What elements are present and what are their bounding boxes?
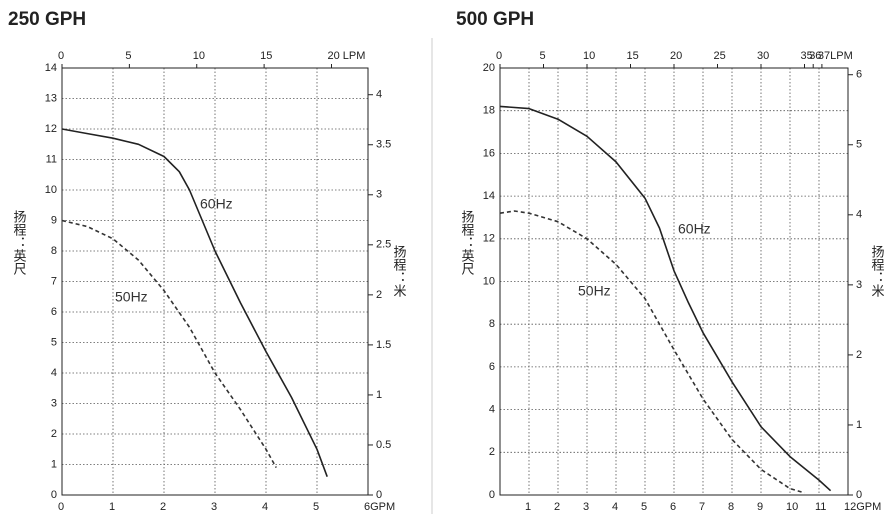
y-tick-label: 3	[51, 397, 57, 409]
y-tick-label: 5	[51, 336, 57, 348]
x-tick-label: 12GPM	[844, 501, 881, 513]
chart-title: 250 GPH	[8, 9, 86, 30]
chart-title: 500 GPH	[456, 9, 534, 30]
x2-tick-label: 30	[757, 50, 769, 62]
y2-tick-label: 1	[856, 419, 862, 431]
y-tick-label: 0	[51, 489, 57, 501]
x-tick-label: 10	[786, 501, 798, 513]
y2-tick-label: 4	[376, 89, 382, 101]
y-tick-label: 10	[45, 184, 57, 196]
x-tick-label: 11	[815, 501, 826, 513]
y-axis-label: 扬程：英尺	[11, 210, 27, 275]
x2-tick-label: 20 LPM	[327, 50, 365, 62]
curve	[499, 105, 832, 492]
curve-label: 60Hz	[200, 196, 233, 212]
x2-tick-label: 15	[627, 50, 639, 62]
curve-label: 50Hz	[115, 289, 148, 305]
x-tick-label: 8	[728, 501, 734, 513]
y-tick-label: 1	[51, 458, 57, 470]
y2-tick-label: 3.5	[376, 139, 391, 151]
x2-tick-label: 10	[193, 50, 205, 62]
y2-tick-label: 3	[856, 279, 862, 291]
x-tick-label: 6	[670, 501, 676, 513]
plot-frame	[61, 67, 369, 496]
curve	[499, 210, 805, 494]
plot-frame	[499, 67, 849, 496]
x-tick-label: 1	[525, 501, 531, 513]
y-tick-label: 13	[45, 92, 57, 104]
y2-tick-label: 0.5	[376, 439, 391, 451]
y2-tick-label: 2.5	[376, 239, 391, 251]
x-tick-label: 4	[612, 501, 618, 513]
y2-tick-label: 2	[856, 349, 862, 361]
y-tick-label: 6	[51, 306, 57, 318]
y2-axis-label: 扬程：米	[869, 245, 885, 297]
y-tick-label: 0	[489, 489, 495, 501]
y2-tick-label: 1.5	[376, 339, 391, 351]
y-tick-label: 12	[483, 233, 495, 245]
x-tick-label: 2	[554, 501, 560, 513]
x2-tick-label: 5	[540, 50, 546, 62]
x2-tick-label: 35	[801, 50, 813, 62]
y2-tick-label: 6	[856, 69, 862, 81]
y-tick-label: 4	[51, 367, 57, 379]
x2-tick-label: 15	[260, 50, 272, 62]
y2-tick-label: 5	[856, 139, 862, 151]
x2-tick-label: 5	[125, 50, 131, 62]
y-tick-label: 8	[51, 245, 57, 257]
y-tick-label: 18	[483, 105, 495, 117]
y2-tick-label: 1	[376, 389, 382, 401]
x2-tick-label: 0	[496, 50, 502, 62]
curve-label: 50Hz	[578, 283, 611, 299]
y-tick-label: 16	[483, 147, 495, 159]
x-tick-label: 3	[211, 501, 217, 513]
x-tick-label: 2	[160, 501, 166, 513]
y2-axis-label: 扬程：米	[391, 245, 407, 297]
y-tick-label: 7	[51, 275, 57, 287]
y-tick-label: 9	[51, 214, 57, 226]
x2-tick-label: 25	[714, 50, 726, 62]
x-tick-label: 7	[699, 501, 705, 513]
y-tick-label: 12	[45, 123, 57, 135]
x-tick-label: 6GPM	[364, 501, 395, 513]
y2-tick-label: 3	[376, 189, 382, 201]
y2-tick-label: 4	[856, 209, 862, 221]
y-tick-label: 14	[483, 190, 495, 202]
x-tick-label: 1	[109, 501, 115, 513]
x-tick-label: 0	[58, 501, 64, 513]
x2-tick-label: 0	[58, 50, 64, 62]
curve	[61, 128, 328, 477]
x-tick-label: 3	[583, 501, 589, 513]
y-tick-label: 2	[489, 446, 495, 458]
y2-tick-label: 0	[856, 489, 862, 501]
y2-tick-label: 2	[376, 289, 382, 301]
y-tick-label: 10	[483, 275, 495, 287]
y-tick-label: 20	[483, 62, 495, 74]
y-tick-label: 11	[46, 153, 57, 165]
x2-tick-label: 36	[809, 50, 821, 62]
y-tick-label: 8	[489, 318, 495, 330]
x-tick-label: 9	[757, 501, 763, 513]
y-tick-label: 6	[489, 361, 495, 373]
curve-label: 60Hz	[678, 221, 711, 237]
y-tick-label: 4	[489, 404, 495, 416]
y2-tick-label: 0	[376, 489, 382, 501]
y-tick-label: 2	[51, 428, 57, 440]
x-tick-label: 4	[262, 501, 268, 513]
curve	[61, 219, 277, 468]
x-tick-label: 5	[313, 501, 319, 513]
y-axis-label: 扬程：英尺	[459, 210, 475, 275]
x2-tick-label: 10	[583, 50, 595, 62]
x2-tick-label: 20	[670, 50, 682, 62]
x-tick-label: 5	[641, 501, 647, 513]
x2-tick-label: 37LPM	[818, 50, 853, 62]
y-tick-label: 14	[45, 62, 57, 74]
